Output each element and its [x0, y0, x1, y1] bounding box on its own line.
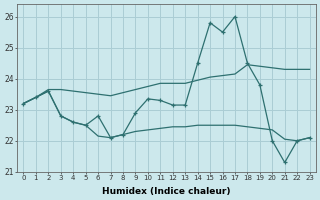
X-axis label: Humidex (Indice chaleur): Humidex (Indice chaleur) [102, 187, 231, 196]
